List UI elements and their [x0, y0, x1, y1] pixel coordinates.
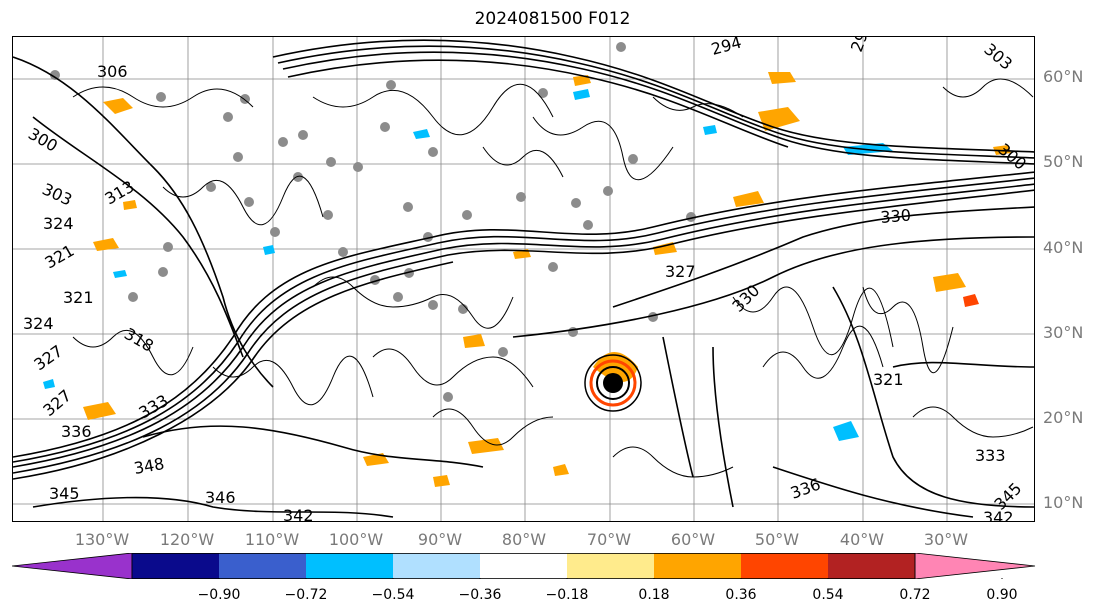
- lon-label-60: 60°W: [670, 530, 716, 549]
- colorbar-segment: [654, 553, 742, 579]
- lon-label-120: 120°W: [159, 530, 215, 549]
- colorbar-segment: [567, 553, 655, 579]
- colorbar-tick-label: −0.54: [371, 587, 415, 603]
- contour-label: 321: [42, 241, 78, 273]
- lon-label-50: 50°W: [754, 530, 800, 549]
- contour-label: 327: [39, 386, 75, 420]
- map-title: 2024081500 F012: [474, 9, 631, 29]
- contour-label: 321: [873, 370, 904, 389]
- colorbar-tick-label: −0.72: [284, 587, 328, 603]
- minor-contours: [72, 78, 1034, 478]
- colorbar-tick-label: 0.36: [725, 587, 757, 603]
- colorbar-segment: [393, 553, 481, 579]
- lon-label-100: 100°W: [328, 530, 384, 549]
- lon-label-90: 90°W: [417, 530, 463, 549]
- lon-label-110: 110°W: [244, 530, 300, 549]
- contour-label: 303: [980, 40, 1016, 74]
- lat-label-10: 10°N: [1043, 493, 1084, 512]
- colorbar-tick-label: 0.18: [638, 587, 670, 603]
- contour-label: 297: [847, 37, 875, 54]
- colorbar-segment: [306, 553, 394, 579]
- lon-label-70: 70°W: [586, 530, 632, 549]
- colorbar-extend-low: [12, 553, 133, 579]
- contour-label: 324: [43, 214, 74, 233]
- contour-label: 327: [665, 262, 696, 281]
- contour-label: 294: [709, 37, 743, 59]
- lat-label-50: 50°N: [1043, 152, 1084, 171]
- colorbar-tick-label: 0.72: [899, 587, 931, 603]
- lat-label-40: 40°N: [1043, 238, 1084, 257]
- colorbar: [12, 553, 1036, 579]
- contour-label: 300: [25, 124, 61, 156]
- lat-label-30: 30°N: [1043, 323, 1084, 342]
- colorbar-tick-label: 0.90: [986, 587, 1018, 603]
- map-panel: 306 300 303 313 324 321 321 324 318 327 327 333 336 3…: [12, 36, 1035, 522]
- colorbar-tick-label: −0.18: [545, 587, 589, 603]
- lon-label-130: 130°W: [74, 530, 130, 549]
- contour-label: 306: [97, 62, 128, 81]
- colorbar-segment: [828, 553, 916, 579]
- graticule: [13, 37, 1034, 521]
- contour-label: 330: [880, 205, 912, 227]
- contour-lines: [13, 39, 1034, 518]
- colorbar-segment: [132, 553, 220, 579]
- colorbar-tick-label: −0.90: [197, 587, 241, 603]
- colorbar-segment: [219, 553, 307, 579]
- contour-label: 346: [205, 488, 236, 507]
- colorbar-tick-label: 0.54: [812, 587, 844, 603]
- contour-label: 336: [788, 474, 823, 502]
- contour-label: 318: [121, 324, 157, 356]
- contour-label: 327: [30, 341, 66, 374]
- lat-label-60: 60°N: [1043, 67, 1084, 86]
- hurricane-rings: [584, 354, 642, 412]
- contour-label: 333: [975, 446, 1006, 465]
- colorbar-tick-label: −0.36: [458, 587, 502, 603]
- contour-label: 345: [49, 484, 80, 503]
- contour-label: 342: [283, 506, 314, 522]
- lon-label-80: 80°W: [501, 530, 547, 549]
- colorbar-extend-high: [914, 553, 1036, 579]
- colorbar-outline: [131, 553, 916, 579]
- colorbar-segment: [480, 553, 568, 579]
- lat-label-20: 20°N: [1043, 408, 1084, 427]
- colorbar-segment: [741, 553, 829, 579]
- contour-label: 300: [994, 140, 1030, 174]
- contour-label: 342: [983, 508, 1014, 522]
- contour-label: 324: [23, 314, 54, 333]
- contour-label: 303: [39, 179, 75, 209]
- contour-label: 321: [63, 288, 94, 307]
- lon-label-30: 30°W: [923, 530, 969, 549]
- contour-label: 348: [132, 454, 165, 478]
- contour-label: 336: [61, 422, 92, 441]
- lon-label-40: 40°W: [839, 530, 885, 549]
